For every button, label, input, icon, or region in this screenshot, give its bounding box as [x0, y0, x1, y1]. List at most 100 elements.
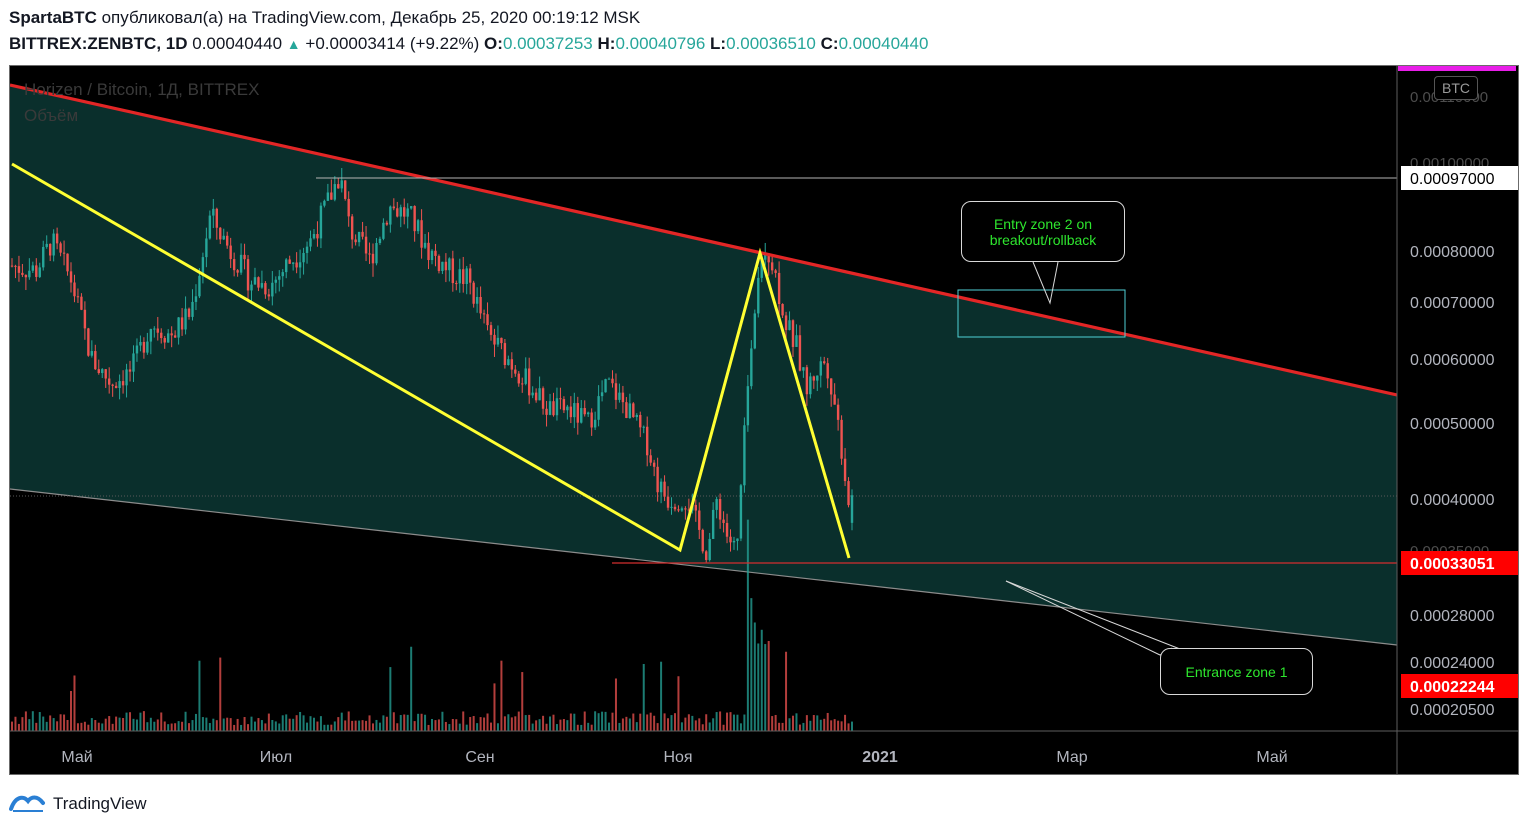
- volume-bar: [385, 716, 388, 731]
- volume-bar: [344, 720, 347, 731]
- channel-fill: [10, 85, 1397, 645]
- volume-bar: [264, 723, 267, 731]
- candle-body: [746, 386, 750, 426]
- volume-bar: [698, 718, 701, 731]
- candle-body: [468, 268, 472, 283]
- y-tick-label: 0.00033051: [1410, 556, 1495, 573]
- candle-body: [580, 408, 583, 423]
- candle-body: [517, 373, 520, 384]
- pattern-line: [11, 162, 851, 559]
- volume-bar: [306, 722, 309, 731]
- candle-body: [458, 269, 461, 284]
- volume-bar: [177, 721, 180, 731]
- candle-body: [403, 207, 406, 217]
- volume-bar: [424, 714, 427, 731]
- volume-bar: [722, 724, 725, 731]
- entry-zone-2-pointer: [1032, 261, 1059, 305]
- volume-bar: [108, 716, 111, 731]
- volume-bar: [274, 721, 277, 731]
- candle-body: [840, 419, 843, 459]
- volume-bar: [566, 720, 569, 731]
- candle-body: [305, 246, 309, 253]
- candle-body: [795, 335, 798, 347]
- candle-body: [361, 231, 364, 237]
- volume-bar: [285, 714, 288, 731]
- candle-body: [666, 496, 670, 508]
- open-label: O:: [484, 34, 503, 53]
- volume-bar: [125, 712, 128, 731]
- volume-bar: [295, 715, 298, 731]
- volume-bar: [351, 720, 354, 731]
- volume-bar: [663, 713, 666, 731]
- y-tick-label: 0.00024000: [1410, 655, 1495, 672]
- volume-bar: [549, 716, 552, 731]
- volume-bar: [21, 717, 24, 731]
- candle-body: [462, 269, 465, 285]
- entry-zone-2-callout[interactable]: Entry zone 2 on breakout/rollback: [961, 201, 1125, 262]
- volume-bar: [212, 718, 215, 731]
- candle-body: [271, 282, 274, 297]
- candle-body: [722, 519, 725, 523]
- price-channel: [10, 85, 1397, 646]
- volume-bar: [292, 718, 295, 731]
- volume-bar: [233, 724, 236, 731]
- currency-badge[interactable]: BTC: [1434, 76, 1478, 100]
- author-name[interactable]: SpartaBTC: [9, 8, 97, 27]
- candle-body: [673, 506, 677, 510]
- volume-bar: [528, 714, 531, 731]
- volume-bar: [729, 712, 732, 731]
- candle-body: [333, 184, 337, 200]
- candle-body: [493, 334, 496, 345]
- candle-body: [607, 378, 611, 380]
- candle-body: [184, 308, 187, 330]
- entry-zone-2-box: [957, 289, 1126, 338]
- candle-body: [583, 408, 586, 415]
- volume-bar: [486, 713, 489, 731]
- candle-body: [291, 262, 295, 264]
- volume-bar: [35, 722, 38, 731]
- candle-body: [347, 198, 350, 217]
- candle-body: [236, 270, 239, 273]
- volume-bar: [597, 713, 600, 731]
- candle-body: [420, 220, 423, 248]
- candle-body: [125, 369, 128, 386]
- candle-body: [743, 425, 746, 486]
- volume-bar: [847, 723, 850, 731]
- candle-body: [97, 369, 100, 374]
- candle-body: [434, 250, 437, 256]
- volume-bar: [267, 713, 270, 731]
- volume-bar: [181, 721, 184, 731]
- candle-body: [521, 383, 524, 385]
- volume-bar: [545, 723, 548, 731]
- y-tick-label: 0.00022244: [1410, 679, 1495, 696]
- volume-bar: [507, 714, 510, 731]
- entrance-zone-1-callout[interactable]: Entrance zone 1: [1160, 648, 1313, 695]
- candle-body: [278, 276, 281, 280]
- series-legend-title[interactable]: Horizen / Bitcoin, 1Д, BITTREX: [24, 80, 260, 99]
- candle-body: [104, 369, 107, 379]
- volume-bar: [188, 723, 191, 731]
- candle-body: [430, 250, 434, 261]
- volume-bar: [469, 717, 472, 731]
- volume-bar: [281, 715, 284, 731]
- high-value: 0.00040796: [615, 34, 706, 53]
- candle-body: [354, 239, 357, 243]
- volume-bar: [444, 721, 447, 731]
- candle-body: [42, 246, 45, 268]
- tradingview-logo-icon[interactable]: [9, 791, 47, 818]
- volume-bar: [660, 661, 663, 731]
- x-tick-label: Май: [61, 749, 92, 766]
- candle-body: [694, 504, 698, 511]
- candle-body: [816, 375, 819, 381]
- candle-body: [639, 414, 642, 428]
- volume-legend[interactable]: Объём: [24, 106, 79, 125]
- x-tick-label: Июл: [260, 749, 292, 766]
- volume-bar: [667, 718, 670, 731]
- volume-bar: [753, 622, 756, 731]
- volume-bar: [382, 715, 385, 731]
- volume-bar: [732, 714, 735, 731]
- volume-bar: [160, 712, 163, 731]
- brand-name[interactable]: TradingView: [53, 794, 147, 813]
- volume-bar: [618, 722, 621, 731]
